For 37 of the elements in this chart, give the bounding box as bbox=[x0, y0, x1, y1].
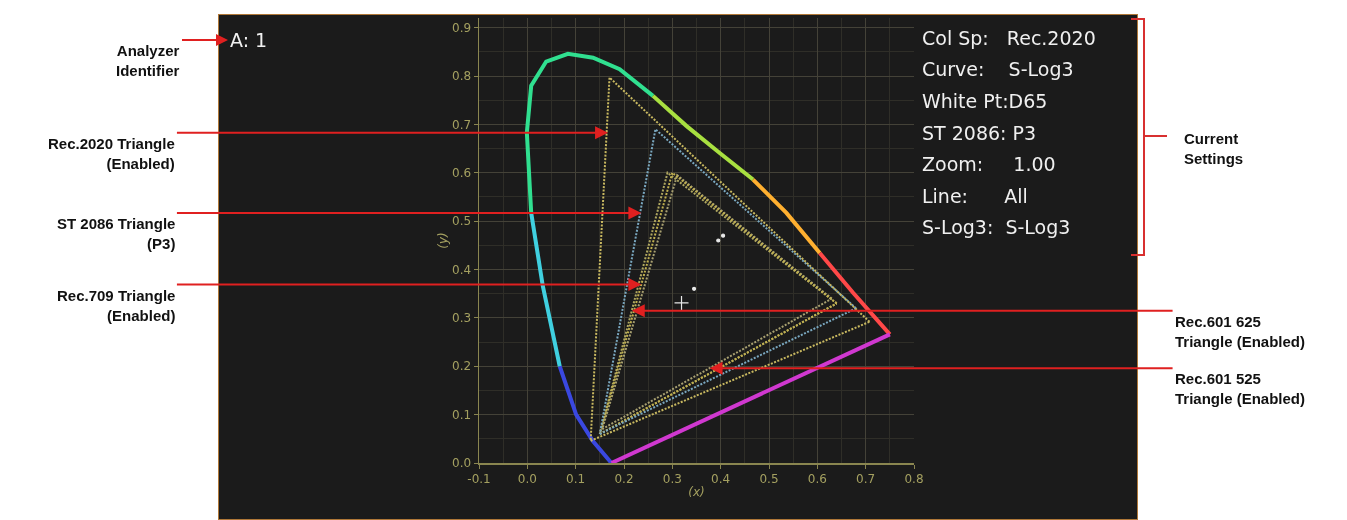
x-tick-label: 0.4 bbox=[711, 471, 731, 486]
x-tick-label: 0.2 bbox=[614, 471, 634, 486]
annotation: Rec.601 525 Triangle (Enabled) bbox=[1175, 370, 1306, 407]
y-tick-label: 0.5 bbox=[452, 214, 472, 229]
text: ST 2086: P3 bbox=[922, 122, 1037, 144]
text: Col Sp: Rec.2020 bbox=[922, 27, 1096, 49]
x-tick-label: 0.1 bbox=[566, 471, 586, 486]
y-tick-label: 0.2 bbox=[452, 359, 472, 374]
y-tick-label: 0.1 bbox=[452, 407, 472, 422]
y-tick-label: 0.4 bbox=[452, 262, 472, 277]
y-tick-label: 0.6 bbox=[452, 165, 472, 180]
y-tick-label: 0.9 bbox=[452, 20, 472, 35]
text: Curve: S-Log3 bbox=[922, 58, 1074, 80]
text: White Pt:D65 bbox=[922, 90, 1048, 112]
text: Zoom: 1.00 bbox=[922, 153, 1056, 175]
text: Analyzer Identifier bbox=[116, 42, 180, 79]
annotation: Rec.2020 Triangle (Enabled) bbox=[48, 135, 175, 172]
x-tick-label: 0.5 bbox=[759, 471, 779, 486]
x-tick-label: 0.3 bbox=[662, 471, 682, 486]
annotation: ST 2086 Triangle (P3) bbox=[57, 215, 176, 252]
y-tick-label: 0.8 bbox=[452, 69, 472, 84]
y-tick-label: 0.0 bbox=[452, 456, 472, 471]
x-axis-title: (x) bbox=[688, 484, 705, 499]
text: S-Log3: S-Log3 bbox=[922, 216, 1071, 238]
x-tick-label: 0.8 bbox=[904, 471, 924, 486]
x-tick-label: 0.0 bbox=[517, 471, 537, 486]
x-tick-label: -0.1 bbox=[467, 471, 491, 486]
text: Line: All bbox=[922, 185, 1028, 207]
annotation: Rec.709 Triangle (Enabled) bbox=[57, 287, 176, 324]
text: Current Settings bbox=[1184, 130, 1244, 167]
y-tick-label: 0.3 bbox=[452, 311, 472, 326]
text: A: 1 bbox=[230, 29, 268, 51]
annotation: Rec.601 625 Triangle (Enabled) bbox=[1175, 313, 1306, 350]
y-tick-label: 0.7 bbox=[452, 117, 472, 132]
x-tick-label: 0.7 bbox=[856, 471, 876, 486]
x-tick-label: 0.6 bbox=[807, 471, 827, 486]
y-axis-title: (y) bbox=[435, 232, 450, 249]
